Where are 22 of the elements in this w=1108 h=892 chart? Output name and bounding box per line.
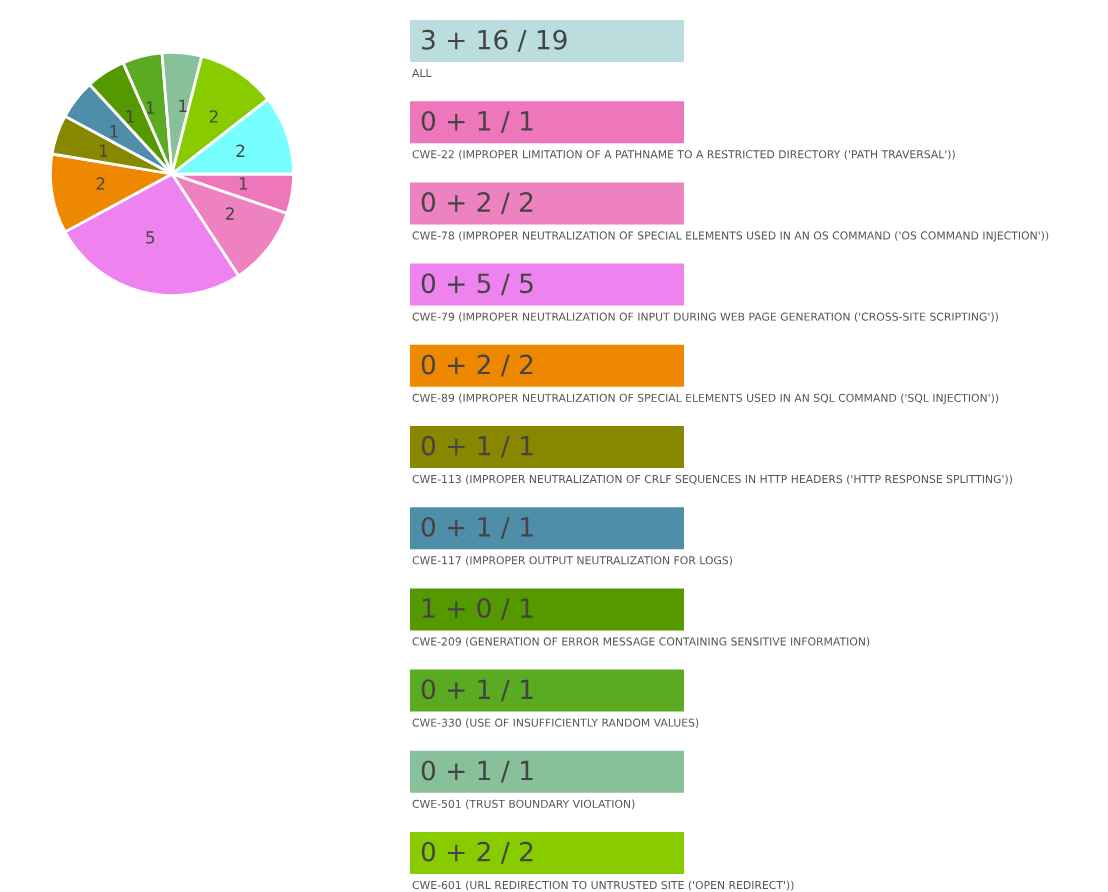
data-label: 1 [110, 125, 118, 138]
data-label: 1 [179, 99, 187, 112]
text: 0 + 1 / 1 [421, 435, 533, 458]
text: 0 + 1 / 1 [421, 760, 533, 783]
text: 0 + 2 / 2 [421, 841, 533, 864]
data-label: 1 [99, 144, 108, 157]
text: 0 + 1 / 1 [421, 110, 533, 133]
data-label: 1 [126, 110, 134, 123]
data-label: 2 [226, 207, 234, 220]
data-label: 2 [236, 144, 245, 157]
data-label: 1 [239, 177, 248, 190]
text: 0 + 5 / 5 [421, 273, 533, 296]
text: 0 + 2 / 2 [421, 354, 533, 377]
text: 0 + 2 / 2 [421, 192, 533, 215]
text: 0 + 1 / 1 [421, 516, 533, 539]
text: 1 + 0 / 1 [422, 598, 533, 621]
text: 3 + 16 / 19 [422, 29, 567, 52]
data-label: 2 [96, 177, 105, 190]
data-label: 1 [146, 101, 155, 114]
text: 0 + 1 / 1 [421, 679, 533, 702]
data-label: 2 [209, 110, 218, 123]
data-label: 5 [146, 231, 155, 244]
